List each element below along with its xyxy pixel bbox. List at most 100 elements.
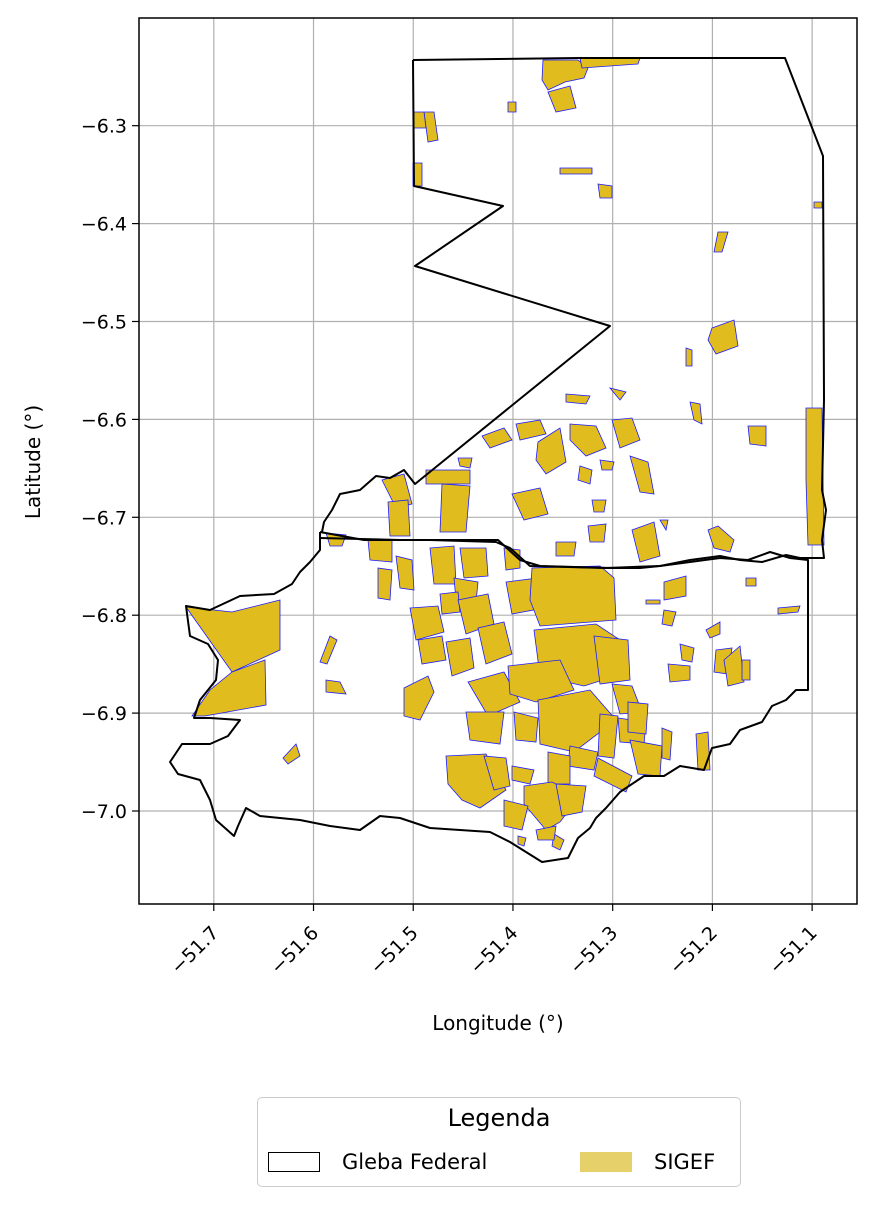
sigef-parcel <box>805 407 825 546</box>
sigef-parcel <box>515 419 547 441</box>
sigef-parcel <box>777 605 801 615</box>
sigef-parcel <box>395 555 415 591</box>
sigef-parcel <box>679 643 695 663</box>
x-tick-label: −51.3 <box>565 922 622 979</box>
sigef-parcel <box>325 679 347 695</box>
x-axis-label: Longitude (°) <box>432 1011 563 1035</box>
sigef-parcel <box>413 111 427 129</box>
sigef-parcel <box>741 659 751 681</box>
sigef-parcel <box>705 621 721 639</box>
sigef-parcel <box>661 609 677 627</box>
x-tick-label: −51.2 <box>665 922 722 979</box>
legend-label-sigef: SIGEF <box>654 1150 716 1174</box>
sigef-parcel <box>439 483 471 533</box>
legend-item-gleba-federal: Gleba Federal <box>268 1150 487 1174</box>
sigef-parcel <box>481 427 513 449</box>
sigef-parcel <box>629 455 655 495</box>
sigef-parcel <box>608 387 627 401</box>
sigef-parcel <box>282 743 301 765</box>
sigef-parcel <box>507 659 575 703</box>
sigef-parcel <box>547 751 571 785</box>
sigef-parcel <box>597 713 619 759</box>
sigef-parcel <box>425 469 471 485</box>
sigef-parcel <box>467 671 521 717</box>
sigef-parcel <box>377 567 393 601</box>
sigef-parcel <box>429 545 457 585</box>
sigef-parcel <box>457 457 473 469</box>
sigef-parcel <box>547 85 577 113</box>
x-tick-label: −51.6 <box>266 922 323 979</box>
sigef-parcel <box>713 231 729 253</box>
legend-item-sigef: SIGEF <box>580 1150 715 1174</box>
sigef-parcel <box>667 663 691 683</box>
sigef-parcel <box>403 675 435 721</box>
plot-area <box>139 18 857 904</box>
y-axis-label: Latitude (°) <box>21 405 45 519</box>
legend-swatch-fill <box>580 1152 632 1172</box>
sigef-parcel <box>513 711 539 743</box>
sigef-parcel <box>459 547 489 579</box>
y-tick-label: −6.5 <box>81 311 127 333</box>
x-tick-label: −51.1 <box>765 922 822 979</box>
sigef-parcel <box>661 727 673 761</box>
sigef-parcel <box>477 621 513 665</box>
sigef-parcel <box>555 541 577 557</box>
y-tick-label: −6.7 <box>81 507 127 529</box>
sigef-parcel <box>591 499 607 513</box>
sigef-parcel <box>465 711 505 745</box>
legend-swatch-outline <box>268 1152 320 1172</box>
x-tick-label: −51.4 <box>466 922 523 979</box>
sigef-parcel <box>381 473 413 509</box>
sigef-parcel <box>631 521 661 563</box>
sigef-parcel <box>439 591 461 615</box>
sigef-parcel <box>529 565 617 627</box>
sigef-parcel <box>185 599 281 673</box>
sigef-parcel <box>511 487 549 521</box>
sigef-parcel <box>541 59 589 91</box>
sigef-parcel <box>517 835 527 847</box>
sigef-parcel <box>747 425 767 447</box>
sigef-parcel <box>685 347 693 367</box>
y-tick-label: −6.3 <box>81 116 127 138</box>
sigef-parcel <box>445 637 475 677</box>
sigef-parcel <box>565 393 591 405</box>
gleba-north-outline <box>319 57 827 569</box>
sigef-parcel <box>745 577 757 587</box>
sigef-parcel <box>417 635 447 665</box>
sigef-parcel <box>503 799 529 831</box>
sigef-parcel <box>387 499 411 537</box>
axes-frame <box>138 17 858 905</box>
sigef-parcel <box>593 635 631 685</box>
y-tick-label: −6.6 <box>81 409 127 431</box>
sigef-parcel <box>555 783 587 817</box>
y-tick-label: −6.8 <box>81 605 127 627</box>
legend-label-gleba-federal: Gleba Federal <box>342 1150 488 1174</box>
sigef-parcel <box>535 825 557 841</box>
sigef-parcel <box>535 427 567 475</box>
sigef-parcel <box>689 401 703 425</box>
sigef-parcel <box>593 757 633 793</box>
sigef-parcel <box>695 731 711 771</box>
x-tick-label: −51.5 <box>366 922 423 979</box>
sigef-parcel <box>663 575 687 601</box>
sigef-parcel <box>551 833 565 851</box>
sigef-parcel <box>191 659 267 717</box>
sigef-parcel <box>707 319 739 355</box>
sigef-parcel <box>569 423 607 457</box>
sigef-parcel <box>367 539 393 563</box>
sigef-parcel <box>627 701 649 735</box>
sigef-parcel <box>577 465 593 485</box>
sigef-parcel <box>587 523 607 543</box>
y-tick-label: −7.0 <box>81 801 127 823</box>
sigef-parcel <box>611 417 641 449</box>
y-tick-label: −6.9 <box>81 703 127 725</box>
x-tick-label: −51.7 <box>167 922 224 979</box>
sigef-parcel <box>659 519 669 532</box>
legend-title: Legenda <box>447 1104 551 1132</box>
sigef-parcel <box>483 755 511 791</box>
sigef-parcel <box>597 183 613 199</box>
sigef-parcel <box>507 101 517 113</box>
sigef-parcel <box>511 765 535 785</box>
sigef-parcel <box>723 645 745 687</box>
